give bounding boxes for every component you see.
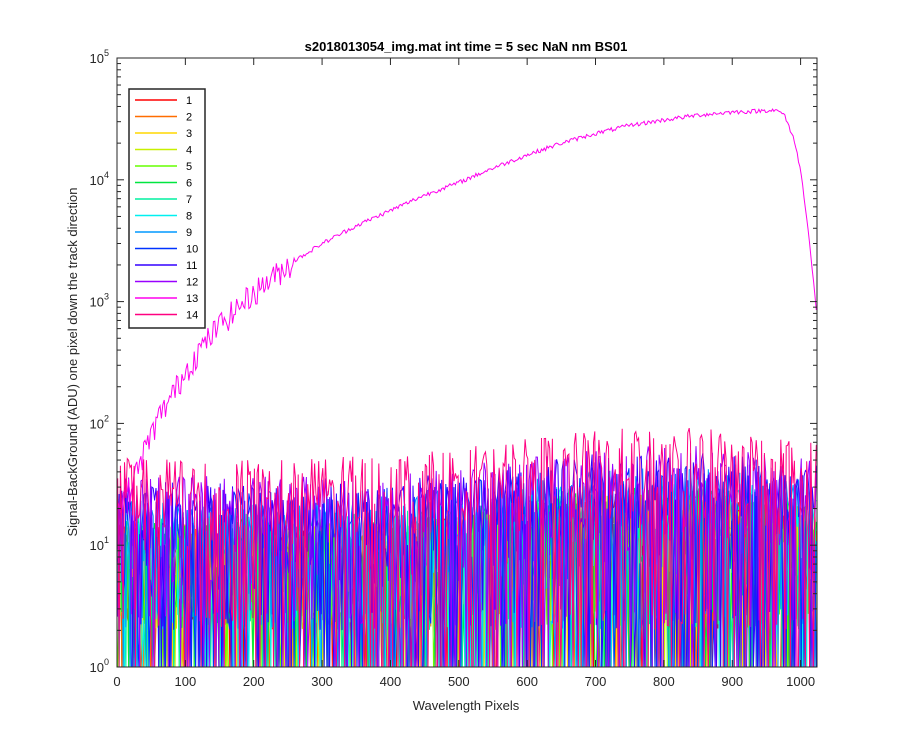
x-axis: 0 100 200 300 400 500 600 700 800 900 1000 bbox=[113, 58, 815, 689]
axes-box bbox=[116, 57, 818, 668]
x-tick-label: 400 bbox=[380, 674, 402, 689]
series-layer bbox=[117, 108, 817, 667]
legend-entry-4: 4 bbox=[186, 145, 192, 157]
legend-entry-9: 9 bbox=[186, 227, 192, 239]
x-tick-label: 900 bbox=[721, 674, 743, 689]
y-axis-label: Signal-BackGround (ADU) one pixel down t… bbox=[65, 187, 80, 536]
series-line-14 bbox=[117, 427, 817, 667]
x-tick-label: 500 bbox=[448, 674, 470, 689]
legend-entry-14: 14 bbox=[186, 310, 198, 322]
x-tick-label: 200 bbox=[243, 674, 265, 689]
legend-entry-8: 8 bbox=[186, 211, 192, 223]
x-tick-label: 1000 bbox=[786, 674, 815, 689]
y-tick-label: 103 bbox=[90, 292, 109, 310]
y-tick-label: 102 bbox=[90, 413, 109, 431]
legend-entry-13: 13 bbox=[186, 293, 198, 305]
legend-entry-2: 2 bbox=[186, 112, 192, 124]
legend-entry-5: 5 bbox=[186, 161, 192, 173]
y-tick-label: 104 bbox=[90, 170, 109, 188]
legend-entry-11: 11 bbox=[186, 260, 197, 272]
x-tick-label: 600 bbox=[516, 674, 538, 689]
legend-entry-7: 7 bbox=[186, 194, 192, 206]
legend-entry-6: 6 bbox=[186, 178, 192, 190]
y-tick-label: 100 bbox=[90, 657, 109, 675]
legend-box bbox=[128, 88, 206, 329]
legend-entry-3: 3 bbox=[186, 128, 192, 140]
series-line-13 bbox=[117, 108, 817, 515]
y-tick-label: 105 bbox=[90, 48, 109, 66]
x-tick-label: 300 bbox=[311, 674, 333, 689]
x-tick-label: 0 bbox=[113, 674, 120, 689]
chart-title: s2018013054_img.mat int time = 5 sec NaN… bbox=[305, 39, 628, 54]
legend-entry-10: 10 bbox=[186, 244, 198, 256]
legend-entry-1: 1 bbox=[186, 95, 192, 107]
x-tick-label: 800 bbox=[653, 674, 675, 689]
x-tick-label: 100 bbox=[175, 674, 197, 689]
x-axis-label: Wavelength Pixels bbox=[413, 698, 520, 713]
x-tick-label: 700 bbox=[585, 674, 607, 689]
legend-entry-12: 12 bbox=[186, 277, 198, 289]
y-tick-label: 101 bbox=[90, 535, 109, 553]
axes-layer bbox=[116, 57, 818, 668]
